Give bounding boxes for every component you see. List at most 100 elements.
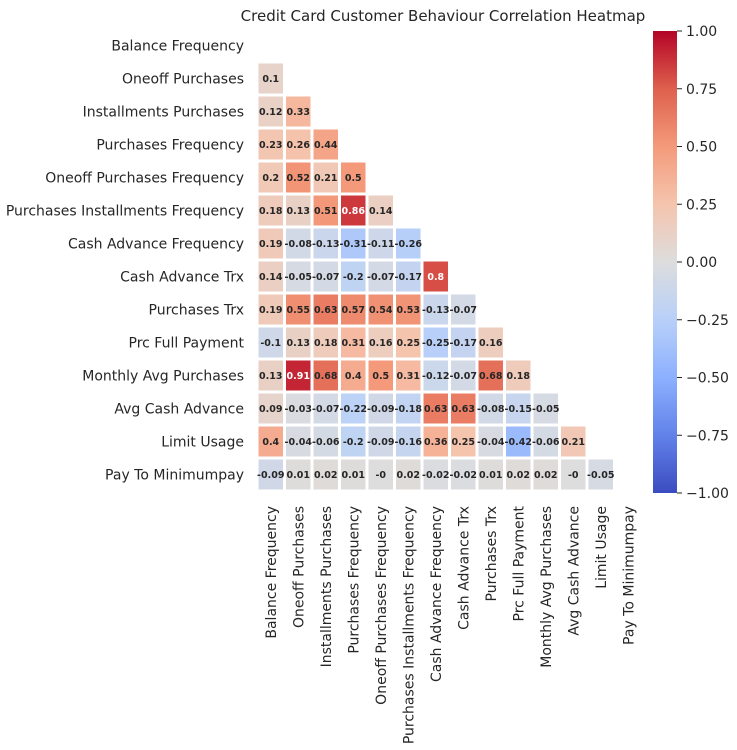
heatmap-cell — [313, 393, 338, 424]
cell-value-label: 0.16 — [369, 338, 393, 349]
cell-value-label: -0.07 — [367, 272, 394, 283]
cell-value-label: 0.4 — [345, 371, 362, 382]
cell-value-label: 0.26 — [287, 140, 311, 151]
heatmap-cell — [341, 195, 366, 226]
heatmap-cell — [396, 426, 421, 457]
column-label: Balance Frequency — [264, 506, 280, 639]
cell-value-label: 0.02 — [534, 470, 557, 481]
heatmap-cells: 0.1 0.12 0.33 0.23 0.26 0.44 0.2 0.52 0.21 0.5 0.1… — [257, 63, 614, 490]
heatmap-cell — [478, 393, 503, 424]
cell-value-label: 0.68 — [479, 371, 503, 382]
heatmap-cell — [396, 360, 421, 391]
column-label: Oneoff Purchases Frequency — [374, 506, 390, 705]
cell-value-label: 0.36 — [424, 437, 448, 448]
cell-value-label: -0.1 — [260, 338, 281, 349]
heatmap-cell — [368, 261, 393, 292]
cell-value-label: 0.91 — [287, 371, 310, 382]
colorbar-tick-label: 0.25 — [686, 197, 717, 213]
heatmap-cell — [368, 228, 393, 259]
colorbar-gradient — [653, 31, 677, 493]
heatmap-cell — [286, 129, 311, 160]
heatmap-cell — [423, 360, 448, 391]
colorbar-tick-label: −1.00 — [686, 486, 729, 502]
cell-value-label: 0.16 — [479, 338, 503, 349]
heatmap-cell — [451, 327, 476, 358]
row-label: Oneoff Purchases Frequency — [45, 171, 244, 187]
heatmap-cell — [258, 393, 283, 424]
heatmap-cell — [368, 360, 393, 391]
colorbar-tick-label: 1.00 — [686, 24, 717, 40]
heatmap-cell — [286, 426, 311, 457]
heatmap-cell — [478, 360, 503, 391]
heatmap-cell — [286, 327, 311, 358]
cell-value-label: 0.4 — [262, 437, 279, 448]
heatmap-cell — [368, 294, 393, 325]
cell-value-label: 0.02 — [507, 470, 530, 481]
heatmap-cell — [286, 261, 311, 292]
heatmap-cell — [423, 459, 448, 490]
column-label: Purchases Installments Frequency — [401, 506, 417, 744]
heatmap-cell — [396, 327, 421, 358]
row-label: Cash Advance Trx — [120, 270, 244, 286]
cell-value-label: -0.25 — [422, 338, 449, 349]
column-label: Monthly Avg Purchases — [539, 506, 555, 668]
cell-value-label: -0.07 — [312, 404, 339, 415]
cell-value-label: -0.42 — [505, 437, 532, 448]
row-label: Prc Full Payment — [129, 336, 245, 352]
cell-value-label: -0.05 — [285, 272, 312, 283]
cell-value-label: -0.05 — [532, 404, 559, 415]
heatmap-cell — [313, 327, 338, 358]
cell-value-label: 0.44 — [314, 140, 338, 151]
colorbar-tick-label: 0.75 — [686, 82, 717, 98]
column-label: Purchases Frequency — [346, 506, 362, 654]
cell-value-label: -0.16 — [395, 437, 423, 448]
cell-value-label: -0.03 — [285, 404, 312, 415]
row-label: Avg Cash Advance — [114, 402, 244, 418]
cell-value-label: -0.17 — [395, 272, 422, 283]
heatmap-cell — [368, 393, 393, 424]
heatmap-cell — [396, 228, 421, 259]
cell-value-label: -0.06 — [312, 437, 340, 448]
heatmap-cell — [286, 459, 311, 490]
heatmap-cell — [258, 129, 283, 160]
heatmap-cell — [258, 294, 283, 325]
cell-value-label: 0.18 — [314, 338, 338, 349]
heatmap-cell — [533, 393, 558, 424]
heatmap-cell — [341, 459, 366, 490]
cell-value-label: -0.09 — [367, 437, 394, 448]
colorbar-tick-label: 0.50 — [686, 140, 717, 156]
cell-value-label: 0.55 — [287, 305, 310, 316]
heatmap-cell — [286, 360, 311, 391]
heatmap-cell — [258, 96, 283, 127]
cell-value-label: 0.18 — [259, 206, 283, 217]
heatmap-cell — [368, 426, 393, 457]
cell-value-label: -0.31 — [340, 239, 367, 250]
heatmap-cell — [286, 162, 311, 193]
cell-value-label: -0.05 — [587, 470, 614, 481]
cell-value-label: 0.14 — [259, 272, 283, 283]
heatmap-cell — [478, 327, 503, 358]
heatmap-cell — [451, 426, 476, 457]
row-label: Limit Usage — [161, 435, 244, 451]
cell-value-label: 0.13 — [287, 206, 310, 217]
heatmap-cell — [286, 294, 311, 325]
cell-value-label: 0.54 — [369, 305, 393, 316]
heatmap-cell — [258, 228, 283, 259]
cell-value-label: -0.04 — [477, 437, 505, 448]
heatmap-cell — [423, 426, 448, 457]
heatmap-cell — [396, 393, 421, 424]
cell-value-label: 0.63 — [424, 404, 447, 415]
cell-value-label: 0.19 — [259, 305, 282, 316]
chart-title: Credit Card Customer Behaviour Correlati… — [241, 7, 646, 25]
cell-value-label: -0.07 — [450, 305, 477, 316]
heatmap-cell — [423, 327, 448, 358]
heatmap-cell — [258, 327, 283, 358]
heatmap-cell — [588, 459, 613, 490]
cell-value-label: -0.11 — [367, 239, 394, 250]
cell-value-label: -0.12 — [422, 371, 449, 382]
cell-value-label: 0.23 — [259, 140, 282, 151]
heatmap-cell — [341, 426, 366, 457]
heatmap-cell — [313, 228, 338, 259]
cell-value-label: 0.86 — [342, 206, 366, 217]
heatmap-cell — [258, 63, 283, 94]
